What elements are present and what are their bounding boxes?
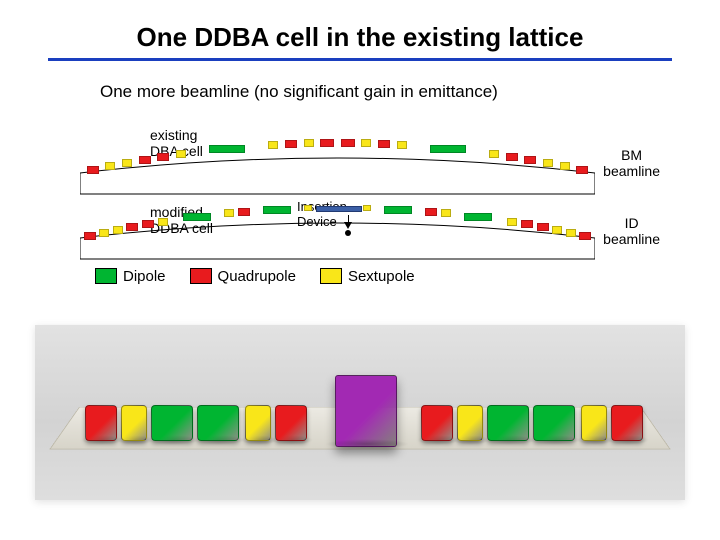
quadrupole-3d-magnet xyxy=(275,405,307,441)
legend-item-sextupole: Sextupole xyxy=(320,268,415,285)
dipole-magnet xyxy=(209,145,245,153)
sextupole-magnet xyxy=(176,150,186,158)
sextupole-magnet xyxy=(122,159,132,167)
sextupole-magnet xyxy=(113,226,123,234)
quadrupole-magnet xyxy=(341,139,355,147)
dipole-magnet xyxy=(430,145,466,153)
quadrupole-magnet xyxy=(285,140,297,148)
sextupole-magnet xyxy=(397,141,407,149)
label-id: ID beamline xyxy=(603,215,660,247)
quadrupole-magnet xyxy=(139,156,151,164)
sextupole-magnet xyxy=(361,139,371,147)
legend-item-quadrupole: Quadrupole xyxy=(190,268,296,285)
quadrupole-magnet xyxy=(84,232,96,240)
sextupole-3d-magnet xyxy=(581,405,607,441)
quadrupole-magnet xyxy=(320,139,334,147)
sextupole-magnet xyxy=(363,205,371,211)
quadrupole-magnet xyxy=(157,153,169,161)
sextupole-magnet xyxy=(224,209,234,217)
quadrupole-magnet xyxy=(524,156,536,164)
subtitle: One more beamline (no significant gain i… xyxy=(100,82,498,102)
quadrupole-3d-magnet xyxy=(85,405,117,441)
sextupole-magnet xyxy=(304,139,314,147)
quadrupole-magnet xyxy=(537,223,549,231)
quadrupole-3d-magnet xyxy=(421,405,453,441)
quadrupole-magnet xyxy=(425,208,437,216)
sextupole-3d-magnet xyxy=(121,405,147,441)
quadrupole-magnet xyxy=(238,208,250,216)
legend-item-dipole: Dipole xyxy=(95,268,166,285)
dipole-3d-magnet xyxy=(533,405,575,441)
title-underline xyxy=(48,58,672,61)
quadrupole-magnet xyxy=(87,166,99,174)
quadrupole-magnet xyxy=(521,220,533,228)
label-bm: BM beamline xyxy=(603,147,660,179)
dipole-3d-magnet xyxy=(197,405,239,441)
dipole-swatch xyxy=(95,268,117,284)
sextupole-3d-magnet xyxy=(457,405,483,441)
magnet-legend: Dipole Quadrupole Sextupole xyxy=(95,268,415,285)
sextupole-magnet xyxy=(441,209,451,217)
beamline-3d-render xyxy=(35,325,685,500)
dipole-magnet xyxy=(464,213,492,221)
sextupole-magnet xyxy=(507,218,517,226)
slide-title: One DDBA cell in the existing lattice xyxy=(0,22,720,53)
sextupole-magnet xyxy=(560,162,570,170)
quadrupole-magnet xyxy=(142,220,154,228)
quadrupole-3d-magnet xyxy=(611,405,643,441)
quadrupole-magnet xyxy=(579,232,591,240)
quadrupole-swatch xyxy=(190,268,212,284)
sextupole-magnet xyxy=(99,229,109,237)
sextupole-magnet xyxy=(158,218,168,226)
quadrupole-magnet xyxy=(126,223,138,231)
sextupole-magnet xyxy=(566,229,576,237)
wiggler-insertion xyxy=(316,206,362,212)
sextupole-magnet xyxy=(268,141,278,149)
dipole-magnet xyxy=(263,206,291,214)
sextupole-magnet xyxy=(105,162,115,170)
sextupole-magnet xyxy=(543,159,553,167)
sextupole-magnet xyxy=(489,150,499,158)
dipole-magnet xyxy=(384,206,412,214)
quadrupole-magnet xyxy=(506,153,518,161)
quadrupole-magnet xyxy=(378,140,390,148)
wiggler-3d xyxy=(335,375,397,447)
dipole-3d-magnet xyxy=(487,405,529,441)
sextupole-magnet xyxy=(552,226,562,234)
sextupole-magnet xyxy=(304,205,312,211)
sextupole-3d-magnet xyxy=(245,405,271,441)
dipole-magnet xyxy=(183,213,211,221)
sextupole-swatch xyxy=(320,268,342,284)
quadrupole-magnet xyxy=(576,166,588,174)
dipole-3d-magnet xyxy=(151,405,193,441)
